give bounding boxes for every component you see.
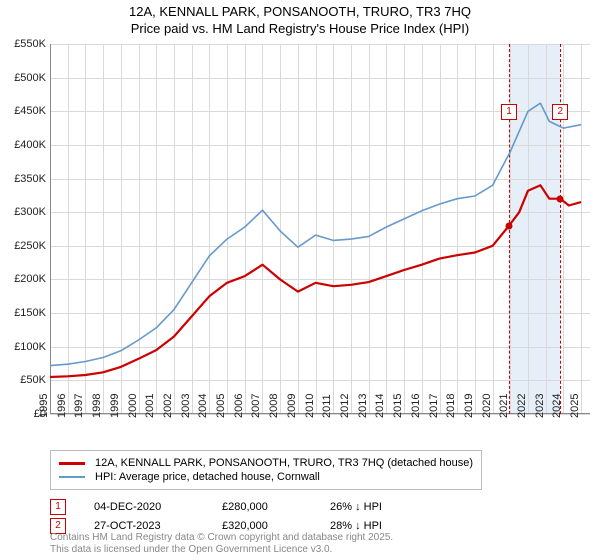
- y-axis-label: £550K: [14, 38, 46, 50]
- x-axis-label: 2000: [126, 394, 138, 418]
- y-axis-label: £400K: [14, 139, 46, 151]
- x-axis-label: 2012: [339, 394, 351, 418]
- x-axis-label: 1995: [38, 394, 50, 418]
- x-axis-label: 2015: [392, 394, 404, 418]
- plot-area: 12 £0£50K£100K£150K£200K£250K£300K£350K£…: [50, 44, 590, 414]
- y-axis-label: £300K: [14, 206, 46, 218]
- x-axis-label: 2020: [480, 394, 492, 418]
- transaction-marker-badge: 1: [50, 499, 66, 515]
- transaction-pct: 26% ↓ HPI: [330, 501, 382, 513]
- transaction-date: 27-OCT-2023: [94, 520, 194, 532]
- footer-line2: This data is licensed under the Open Gov…: [50, 544, 332, 555]
- transaction-price: £320,000: [222, 520, 302, 532]
- x-axis-label: 2007: [250, 394, 262, 418]
- transaction-pct: 28% ↓ HPI: [330, 520, 382, 532]
- y-axis-label: £250K: [14, 240, 46, 252]
- data-point-marker: [557, 195, 564, 202]
- legend-swatch: [59, 476, 85, 478]
- x-axis-label: 2025: [569, 394, 581, 418]
- legend-label: 12A, KENNALL PARK, PONSANOOTH, TRURO, TR…: [95, 457, 473, 469]
- x-axis-label: 2005: [215, 394, 227, 418]
- y-axis-label: £350K: [14, 173, 46, 185]
- legend-box: 12A, KENNALL PARK, PONSANOOTH, TRURO, TR…: [50, 450, 482, 490]
- footer-line1: Contains HM Land Registry data © Crown c…: [50, 532, 393, 543]
- y-axis-label: £100K: [14, 341, 46, 353]
- down-arrow-icon: ↓: [355, 520, 361, 532]
- transaction-row: 1 04-DEC-2020 £280,000 26% ↓ HPI: [50, 499, 580, 515]
- x-axis-label: 1998: [91, 394, 103, 418]
- legend-swatch: [59, 462, 85, 465]
- x-axis-label: 2014: [374, 394, 386, 418]
- y-axis-label: £150K: [14, 307, 46, 319]
- x-axis-label: 2019: [463, 394, 475, 418]
- x-axis-label: 2006: [233, 394, 245, 418]
- x-axis-label: 2009: [286, 394, 298, 418]
- chart-container: 12A, KENNALL PARK, PONSANOOTH, TRURO, TR…: [0, 0, 600, 560]
- attribution-footer: Contains HM Land Registry data © Crown c…: [50, 532, 393, 556]
- x-axis-label: 2010: [303, 394, 315, 418]
- x-axis-label: 2024: [551, 394, 563, 418]
- y-axis-label: £450K: [14, 105, 46, 117]
- x-axis-label: 2003: [179, 394, 191, 418]
- data-point-marker: [506, 222, 513, 229]
- x-axis-label: 2016: [410, 394, 422, 418]
- x-axis-label: 2018: [445, 394, 457, 418]
- x-axis-label: 2023: [533, 394, 545, 418]
- down-arrow-icon: ↓: [355, 501, 361, 513]
- legend: 12A, KENNALL PARK, PONSANOOTH, TRURO, TR…: [50, 450, 580, 537]
- x-axis-label: 2002: [162, 394, 174, 418]
- y-axis-label: £200K: [14, 273, 46, 285]
- legend-label: HPI: Average price, detached house, Corn…: [95, 471, 320, 483]
- x-axis-label: 2017: [427, 394, 439, 418]
- y-axis-label: £50K: [20, 374, 46, 386]
- x-axis-label: 2013: [356, 394, 368, 418]
- transaction-price: £280,000: [222, 501, 302, 513]
- x-axis-label: 1997: [73, 394, 85, 418]
- x-axis-label: 2022: [516, 394, 528, 418]
- transaction-date: 04-DEC-2020: [94, 501, 194, 513]
- x-axis-label: 2004: [197, 394, 209, 418]
- title-line1: 12A, KENNALL PARK, PONSANOOTH, TRURO, TR…: [129, 4, 471, 19]
- transaction-rows: 104-DEC-2020£280,00026% ↓ HPI227-OCT-202…: [50, 499, 580, 534]
- chart-title: 12A, KENNALL PARK, PONSANOOTH, TRURO, TR…: [0, 0, 600, 38]
- legend-row: 12A, KENNALL PARK, PONSANOOTH, TRURO, TR…: [59, 457, 473, 469]
- x-axis-label: 2011: [321, 394, 333, 418]
- x-axis-label: 2001: [144, 394, 156, 418]
- series-price_paid: [50, 185, 581, 377]
- x-axis-label: 1996: [55, 394, 67, 418]
- x-axis-label: 2008: [268, 394, 280, 418]
- x-axis-label: 2021: [498, 394, 510, 418]
- title-line2: Price paid vs. HM Land Registry's House …: [131, 21, 469, 36]
- y-axis-label: £500K: [14, 72, 46, 84]
- x-axis-label: 1999: [109, 394, 121, 418]
- legend-row: HPI: Average price, detached house, Corn…: [59, 471, 473, 483]
